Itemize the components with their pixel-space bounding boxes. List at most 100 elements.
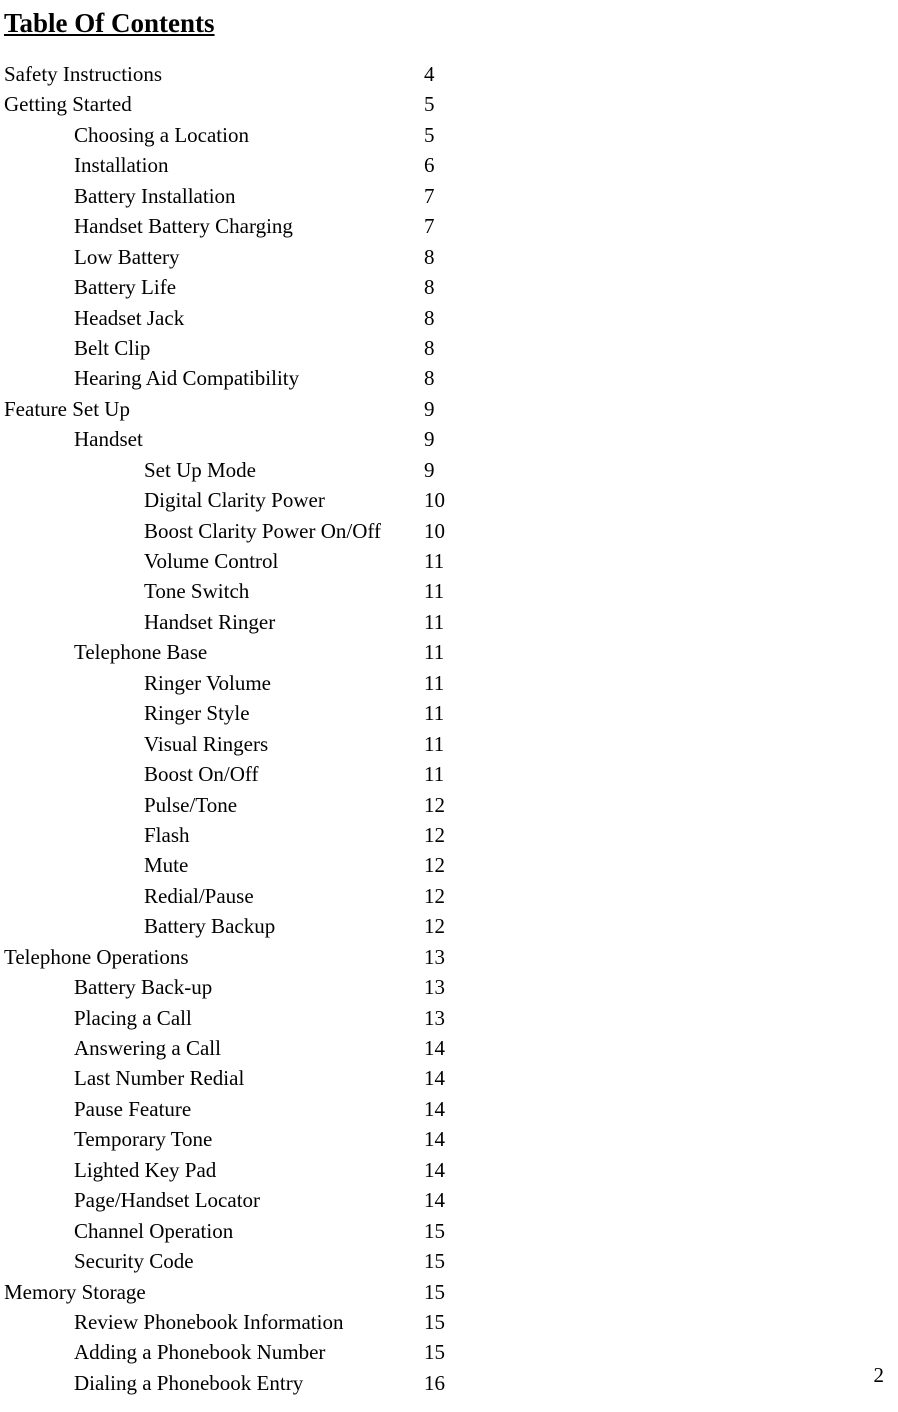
toc-entry: Digital Clarity Power 10 xyxy=(4,485,898,515)
toc-entry-page: 8 xyxy=(424,363,435,393)
toc-entry-label: Set Up Mode xyxy=(4,458,256,482)
toc-entry: Answering a Call14 xyxy=(4,1033,898,1063)
toc-entry-label: Pulse/Tone xyxy=(4,793,237,817)
toc-entry-label: Temporary Tone xyxy=(4,1127,212,1151)
toc-entry: Page/Handset Locator 14 xyxy=(4,1185,898,1215)
toc-entry-label: Boost On/Off xyxy=(4,762,259,786)
toc-entry: Pause Feature14 xyxy=(4,1094,898,1124)
toc-entry-label: Mute xyxy=(4,853,188,877)
toc-entry-label: Ringer Style xyxy=(4,701,250,725)
toc-list: Safety Instructions4Getting Started5Choo… xyxy=(4,59,898,1398)
toc-entry: Battery Back-up13 xyxy=(4,972,898,1002)
toc-entry-page: 9 xyxy=(424,394,435,424)
toc-entry-page: 8 xyxy=(424,242,435,272)
toc-entry-page: 11 xyxy=(424,759,444,789)
toc-entry: Memory Storage 15 xyxy=(4,1277,898,1307)
toc-entry: Pulse/Tone 12 xyxy=(4,790,898,820)
toc-entry-label: Dialing a Phonebook Entry xyxy=(4,1371,303,1395)
toc-entry-page: 9 xyxy=(424,455,435,485)
toc-entry-label: Memory Storage xyxy=(4,1280,146,1304)
toc-entry-label: Choosing a Location xyxy=(4,123,249,147)
toc-entry-page: 15 xyxy=(424,1307,445,1337)
toc-entry-label: Last Number Redial xyxy=(4,1066,244,1090)
toc-entry-page: 14 xyxy=(424,1063,445,1093)
toc-entry: Ringer Volume11 xyxy=(4,668,898,698)
toc-entry-page: 14 xyxy=(424,1155,445,1185)
toc-entry-label: Battery Backup xyxy=(4,914,275,938)
toc-entry-page: 15 xyxy=(424,1246,445,1276)
toc-entry-label: Handset xyxy=(4,427,143,451)
toc-entry: Mute 12 xyxy=(4,850,898,880)
toc-entry: Last Number Redial 14 xyxy=(4,1063,898,1093)
toc-entry: Hearing Aid Compatibility 8 xyxy=(4,363,898,393)
toc-entry-page: 10 xyxy=(424,516,445,546)
toc-entry-label: Telephone Operations xyxy=(4,945,189,969)
toc-entry: Tone Switch 11 xyxy=(4,576,898,606)
toc-entry-page: 12 xyxy=(424,820,445,850)
toc-entry: Dialing a Phonebook Entry16 xyxy=(4,1368,898,1398)
toc-entry: Temporary Tone14 xyxy=(4,1124,898,1154)
toc-entry-label: Visual Ringers xyxy=(4,732,268,756)
toc-entry-label: Headset Jack xyxy=(4,306,184,330)
toc-entry-label: Hearing Aid Compatibility xyxy=(4,366,299,390)
toc-entry-label: Review Phonebook Information xyxy=(4,1310,343,1334)
toc-entry: Belt Clip8 xyxy=(4,333,898,363)
toc-entry-label: Handset Ringer xyxy=(4,610,275,634)
toc-entry-label: Getting Started xyxy=(4,92,132,116)
toc-entry-page: 15 xyxy=(424,1216,445,1246)
toc-entry: Handset 9 xyxy=(4,424,898,454)
toc-entry: Choosing a Location 5 xyxy=(4,120,898,150)
toc-entry: Headset Jack 8 xyxy=(4,303,898,333)
toc-entry: Volume Control11 xyxy=(4,546,898,576)
toc-entry-label: Page/Handset Locator xyxy=(4,1188,260,1212)
toc-entry-page: 5 xyxy=(424,120,435,150)
toc-entry-label: Digital Clarity Power xyxy=(4,488,325,512)
toc-entry-page: 11 xyxy=(424,546,444,576)
toc-entry-page: 12 xyxy=(424,850,445,880)
toc-entry: Installation6 xyxy=(4,150,898,180)
toc-entry: Boost Clarity Power On/Off10 xyxy=(4,516,898,546)
toc-entry: Redial/Pause12 xyxy=(4,881,898,911)
toc-entry-page: 11 xyxy=(424,576,444,606)
toc-entry-label: Security Code xyxy=(4,1249,194,1273)
toc-entry: Channel Operation 15 xyxy=(4,1216,898,1246)
toc-entry: Review Phonebook Information 15 xyxy=(4,1307,898,1337)
toc-entry-page: 4 xyxy=(424,59,435,89)
toc-entry: Safety Instructions 4 xyxy=(4,59,898,89)
toc-entry-label: Safety Instructions xyxy=(4,62,162,86)
toc-entry-page: 14 xyxy=(424,1185,445,1215)
toc-entry-page: 7 xyxy=(424,181,435,211)
toc-entry-label: Lighted Key Pad xyxy=(4,1158,216,1182)
toc-entry-label: Tone Switch xyxy=(4,579,249,603)
toc-entry-label: Channel Operation xyxy=(4,1219,233,1243)
toc-entry-label: Battery Installation xyxy=(4,184,236,208)
toc-entry-label: Low Battery xyxy=(4,245,180,269)
toc-entry-page: 8 xyxy=(424,303,435,333)
toc-entry-page: 11 xyxy=(424,698,444,728)
toc-entry: Handset Ringer 11 xyxy=(4,607,898,637)
toc-entry-page: 8 xyxy=(424,272,435,302)
toc-entry-page: 12 xyxy=(424,790,445,820)
toc-entry-page: 13 xyxy=(424,1003,445,1033)
toc-entry-page: 9 xyxy=(424,424,435,454)
toc-entry-page: 15 xyxy=(424,1277,445,1307)
toc-entry-page: 6 xyxy=(424,150,435,180)
toc-entry-page: 8 xyxy=(424,333,435,363)
toc-entry-label: Answering a Call xyxy=(4,1036,221,1060)
toc-entry-page: 11 xyxy=(424,729,444,759)
toc-entry: Placing a Call13 xyxy=(4,1003,898,1033)
toc-entry: Low Battery 8 xyxy=(4,242,898,272)
toc-title: Table Of Contents xyxy=(4,8,898,39)
toc-entry-page: 10 xyxy=(424,485,445,515)
toc-entry-label: Flash xyxy=(4,823,190,847)
toc-entry-page: 11 xyxy=(424,607,444,637)
page-number: 2 xyxy=(874,1363,885,1388)
toc-entry-page: 15 xyxy=(424,1337,445,1367)
toc-entry-page: 12 xyxy=(424,911,445,941)
toc-entry-page: 7 xyxy=(424,211,435,241)
toc-entry-page: 11 xyxy=(424,637,444,667)
toc-entry: Getting Started5 xyxy=(4,89,898,119)
toc-entry: Boost On/Off 11 xyxy=(4,759,898,789)
toc-entry-page: 13 xyxy=(424,942,445,972)
toc-entry: Feature Set Up9 xyxy=(4,394,898,424)
